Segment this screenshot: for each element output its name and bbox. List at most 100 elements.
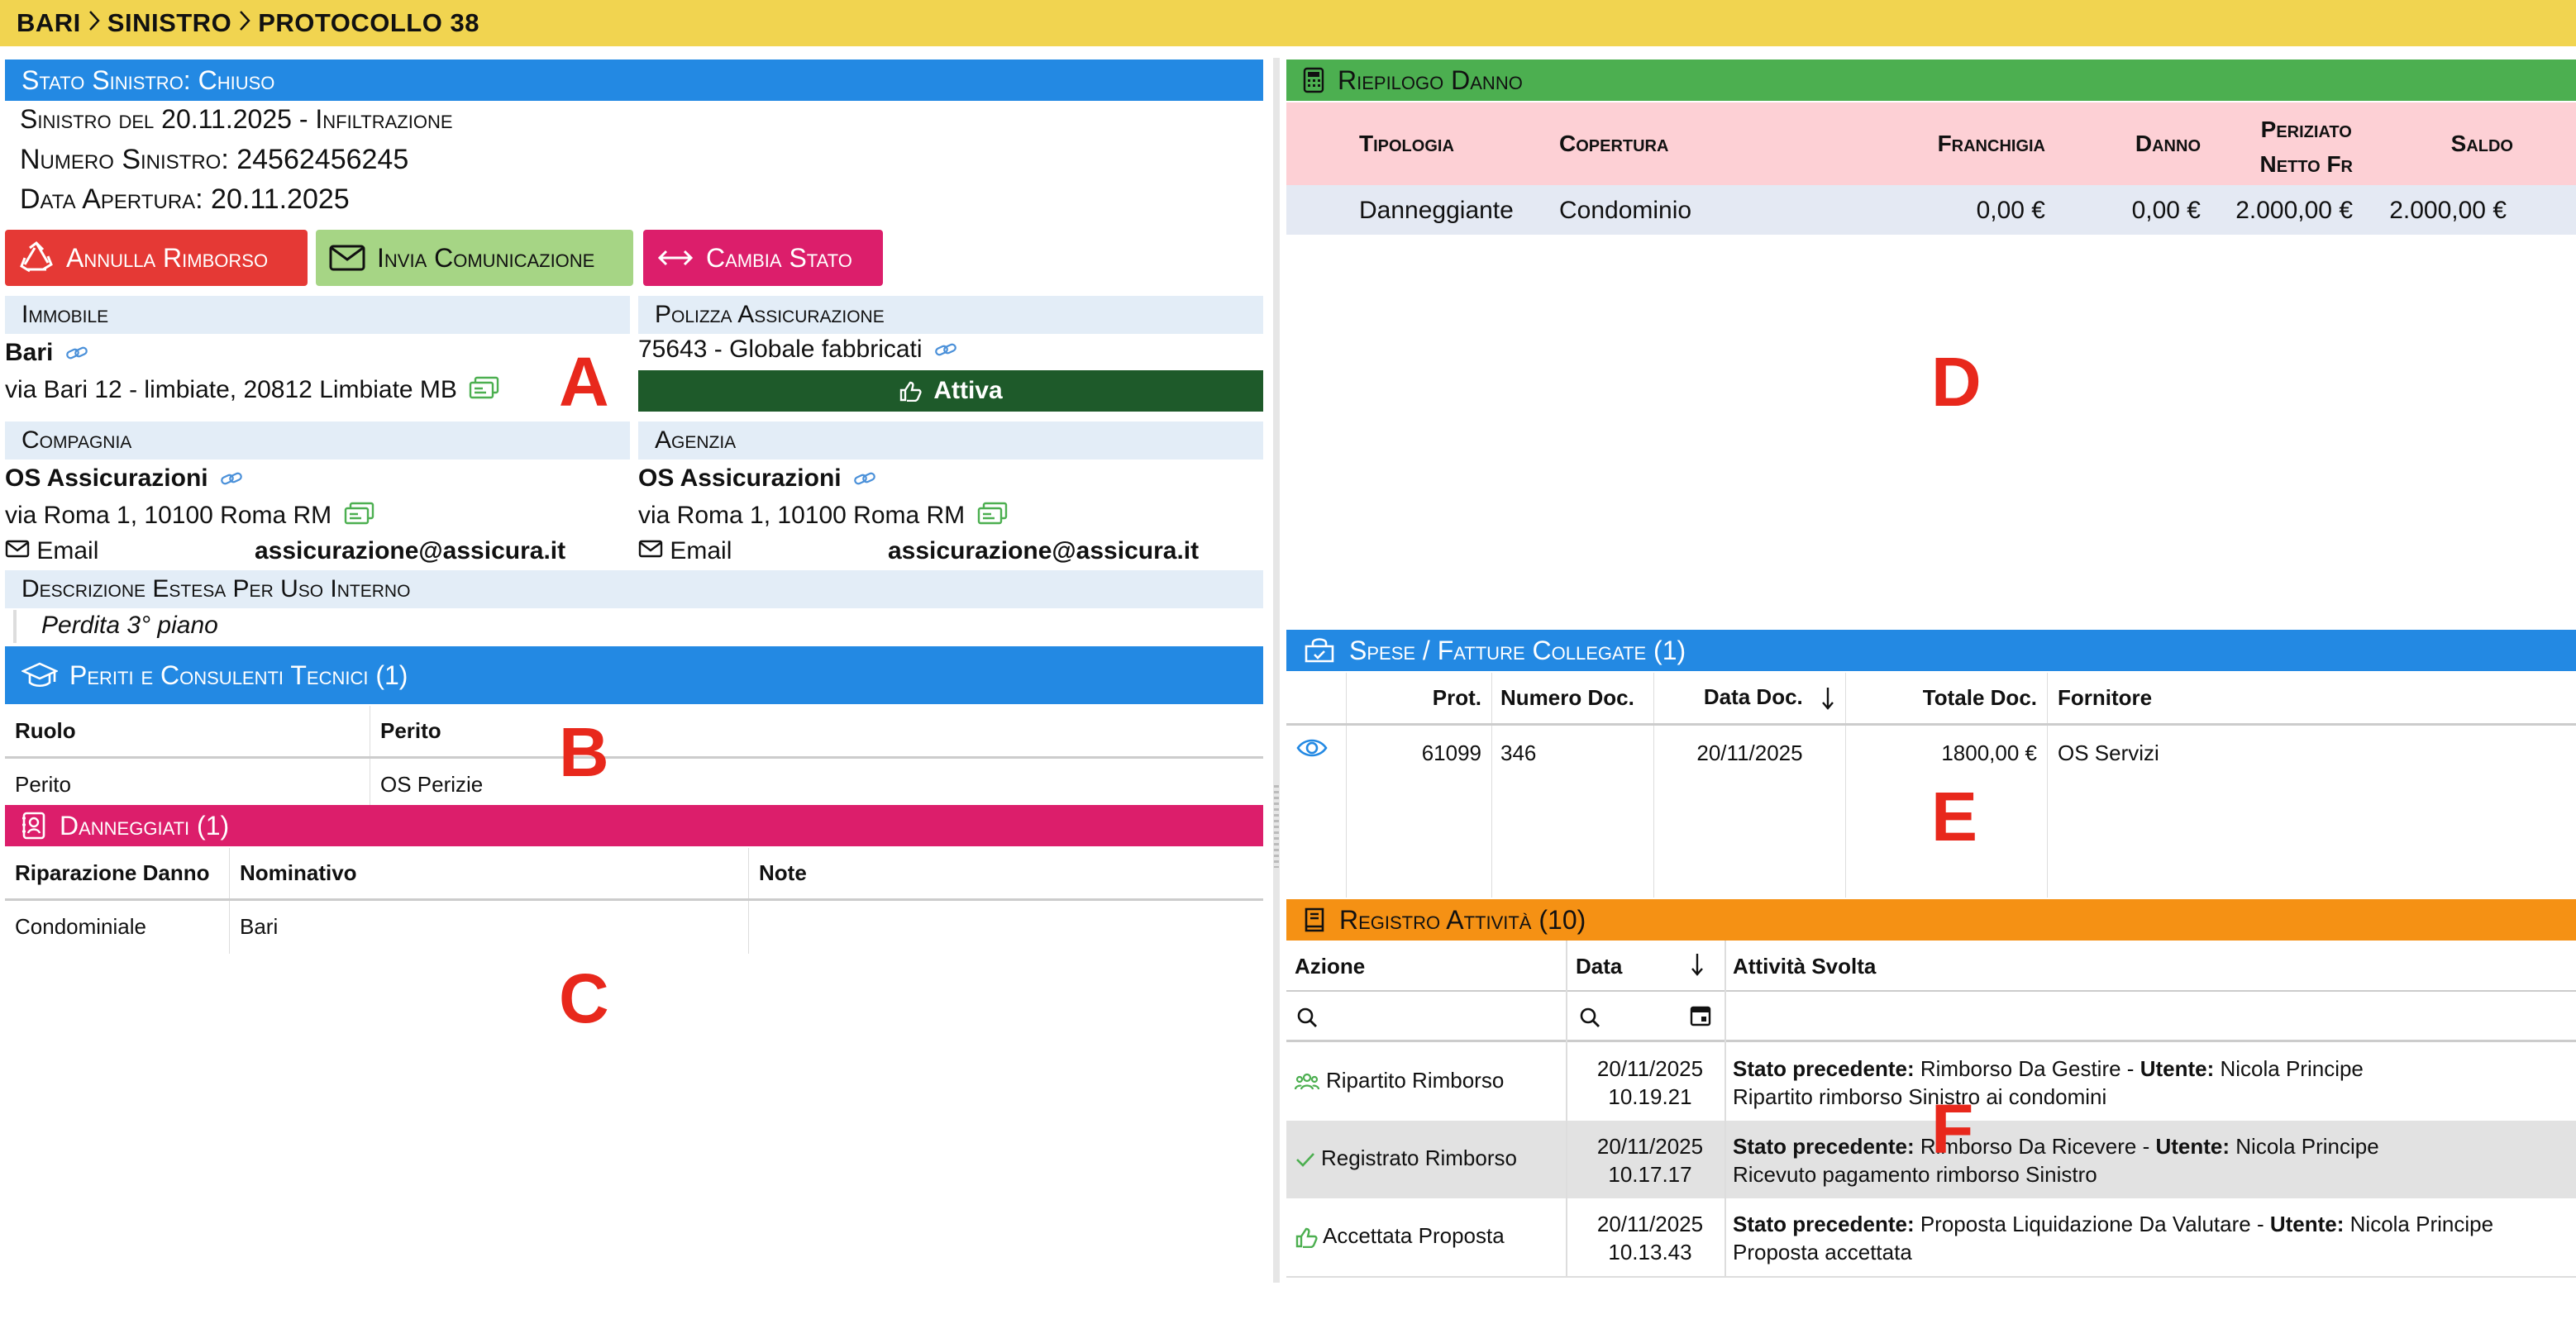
descrizione-text: Perdita 3° piano	[41, 612, 218, 640]
date-value: 20/11/2025	[1567, 1210, 1733, 1238]
cell-ruolo: Perito	[5, 757, 370, 812]
prev-value: Proposta Liquidazione Da Valutare	[1920, 1212, 2251, 1236]
cell-franchigia: 0,00 €	[1977, 197, 2045, 225]
search-icon[interactable]	[1579, 1007, 1600, 1028]
calendar-icon[interactable]	[1690, 1003, 1711, 1026]
polizza-name-row: 75643 - Globale fabbricati	[638, 336, 957, 364]
col-attivita-svolta[interactable]: Attività Svolta	[1733, 954, 1876, 979]
agenzia-name-row: OS Assicurazioni	[638, 464, 876, 493]
agenzia-name[interactable]: OS Assicurazioni	[638, 464, 842, 492]
periti-header: Periti e Consulenti Tecnici (1)	[5, 646, 1263, 704]
immobile-address-row: via Bari 12 - limbiate, 20812 Limbiate M…	[5, 375, 500, 407]
cambia-stato-button[interactable]: Cambia Stato	[643, 230, 883, 286]
filter-row	[1286, 992, 2576, 1042]
compagnia-header: Compagnia	[5, 421, 630, 460]
splitter-grip[interactable]	[1274, 785, 1279, 868]
col-saldo[interactable]: Saldo	[2451, 131, 2513, 157]
immobile-address: via Bari 12 - limbiate, 20812 Limbiate M…	[5, 376, 457, 403]
col-riparazione-danno[interactable]: Riparazione Danno	[5, 848, 230, 899]
compagnia-email[interactable]: assicurazione@assicura.it	[255, 537, 565, 565]
search-icon[interactable]	[1296, 1007, 1318, 1028]
marker-d: D	[1931, 342, 1982, 422]
agenzia-email-row: Email	[638, 537, 732, 565]
registro-title: Registro Attività (10)	[1339, 905, 1586, 936]
breadcrumb-item-sinistro[interactable]: SINISTRO	[107, 8, 231, 38]
invia-comunicazione-button[interactable]: Invia Comunicazione	[316, 230, 633, 286]
azione-label: Ripartito Rimborso	[1326, 1068, 1504, 1093]
note-value: Ripartito rimborso Sinistro ai condomini	[1733, 1083, 2364, 1111]
col-ruolo[interactable]: Ruolo	[5, 706, 370, 757]
annulla-rimborso-button[interactable]: Annulla Rimborso	[5, 230, 308, 286]
sort-down-icon[interactable]	[1690, 952, 1705, 977]
link-icon[interactable]	[934, 336, 957, 364]
user-label: Utente:	[2140, 1056, 2215, 1081]
col-franchigia[interactable]: Franchigia	[1938, 131, 2045, 157]
col-perito[interactable]: Perito	[370, 706, 1264, 757]
table-row[interactable]: Danneggiante Condominio 0,00 € 0,00 € 2.…	[1286, 185, 2576, 235]
col-danno[interactable]: Danno	[2135, 131, 2201, 157]
breadcrumb-item-bari[interactable]: BARI	[17, 8, 81, 38]
riepilogo-table-header: Tipologia Copertura Franchigia Danno Per…	[1286, 102, 2576, 185]
breadcrumb: BARI SINISTRO PROTOCOLLO 38	[0, 0, 2576, 46]
periti-title: Periti e Consulenti Tecnici (1)	[69, 660, 408, 691]
col-numero-doc[interactable]: Numero Doc.	[1492, 673, 1654, 724]
cell-tipologia: Danneggiante	[1359, 197, 1514, 225]
compagnia-email-label: Email	[36, 537, 98, 564]
status-title: Stato Sinistro: Chiuso	[21, 65, 274, 96]
col-totale-doc[interactable]: Totale Doc.	[1846, 673, 2048, 724]
arrows-horizontal-icon	[656, 245, 694, 270]
marker-b: B	[559, 712, 609, 793]
check-icon	[1295, 1150, 1316, 1169]
user-label: Utente:	[2270, 1212, 2345, 1236]
table-row[interactable]: Perito OS Perizie	[5, 757, 1263, 812]
agenzia-email[interactable]: assicurazione@assicura.it	[888, 537, 1199, 565]
view-cell	[1286, 724, 1347, 898]
agenzia-email-label: Email	[670, 537, 732, 564]
envelope-icon	[5, 539, 30, 559]
graduation-cap-icon	[21, 661, 58, 689]
azione-label: Accettata Proposta	[1323, 1223, 1505, 1249]
marker-a: A	[559, 342, 609, 422]
azione-date: 20/11/2025 10.17.17	[1567, 1132, 1733, 1188]
map-card-icon[interactable]	[469, 375, 500, 407]
table-header-row: Prot. Numero Doc. Data Doc. Totale Doc. …	[1286, 673, 2576, 724]
immobile-name[interactable]: Bari	[5, 339, 53, 366]
annulla-rimborso-label: Annulla Rimborso	[66, 243, 268, 274]
polizza-status-badge: Attiva	[638, 370, 1263, 412]
map-card-icon[interactable]	[977, 501, 1009, 532]
col-copertura[interactable]: Copertura	[1559, 131, 1668, 157]
spese-header: Spese / Fatture Collegate (1)	[1286, 630, 2576, 671]
map-card-icon[interactable]	[344, 501, 375, 532]
col-periziato-netto[interactable]: Periziato Netto Fr	[2259, 112, 2353, 182]
col-note[interactable]: Note	[749, 848, 1264, 899]
breadcrumb-item-protocollo: PROTOCOLLO 38	[258, 8, 479, 38]
col-fornitore[interactable]: Fornitore	[2048, 673, 2576, 724]
cell-fornitore: OS Servizi	[2048, 724, 2576, 898]
eye-icon[interactable]	[1296, 737, 1328, 759]
time-value: 10.13.43	[1567, 1238, 1733, 1266]
table-row[interactable]: Accettata Proposta 20/11/2025 10.13.43 S…	[1286, 1198, 2576, 1278]
link-icon[interactable]	[853, 465, 876, 493]
sort-down-icon[interactable]	[1820, 686, 1835, 711]
column-divider	[1566, 941, 1567, 1276]
col-azione[interactable]: Azione	[1295, 954, 1365, 979]
link-icon[interactable]	[65, 340, 88, 368]
col-data-doc[interactable]: Data Doc.	[1654, 673, 1846, 724]
col-nominativo[interactable]: Nominativo	[230, 848, 749, 899]
compagnia-label: Compagnia	[21, 426, 131, 455]
col-tipologia[interactable]: Tipologia	[1359, 131, 1454, 157]
col-data[interactable]: Data	[1576, 954, 1622, 979]
prev-label: Stato precedente:	[1733, 1056, 1915, 1081]
cell-numero-doc: 346	[1492, 724, 1654, 898]
immobile-header: Immobile	[5, 296, 630, 334]
compagnia-email-row: Email	[5, 537, 98, 565]
azione-date: 20/11/2025 10.19.21	[1567, 1055, 1733, 1111]
link-icon[interactable]	[220, 465, 243, 493]
table-row[interactable]: Condominiale Bari	[5, 899, 1263, 954]
periti-table: Ruolo Perito Perito OS Perizie	[5, 706, 1263, 812]
col-prot[interactable]: Prot.	[1347, 673, 1492, 724]
compagnia-name[interactable]: OS Assicurazioni	[5, 464, 208, 492]
immobile-name-row: Bari	[5, 339, 88, 368]
polizza-name[interactable]: 75643 - Globale fabbricati	[638, 336, 923, 363]
panel-splitter[interactable]	[1273, 58, 1280, 1283]
